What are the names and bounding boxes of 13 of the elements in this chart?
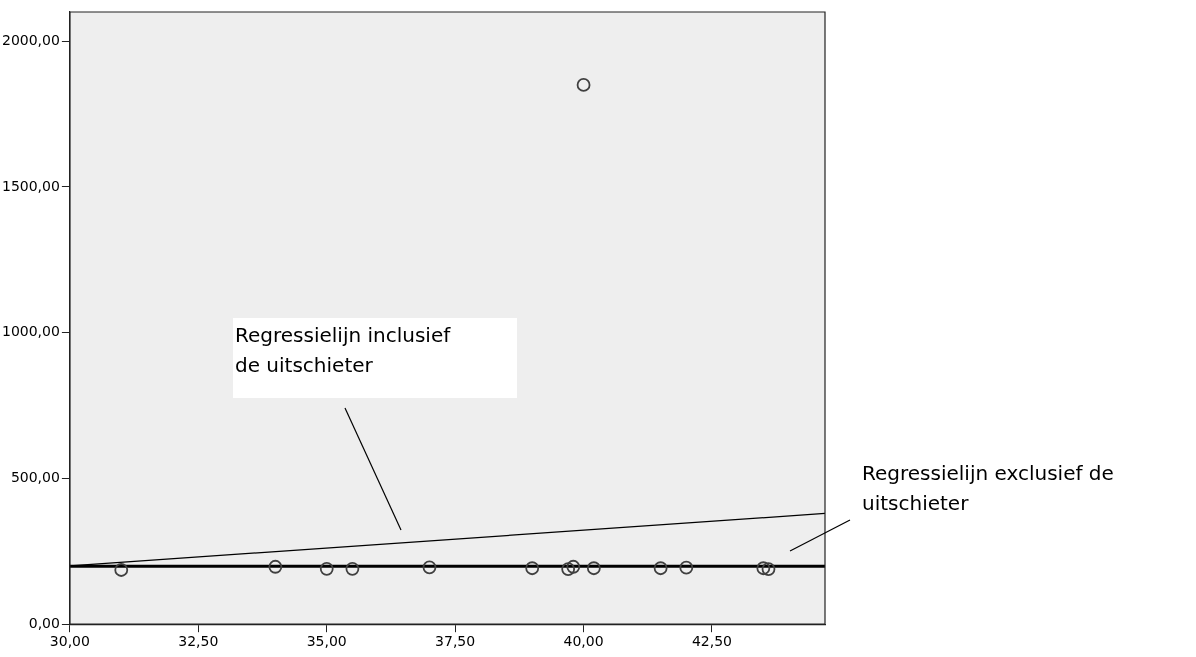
x-tick-label: 30,00	[49, 633, 90, 650]
x-tick-label: 35,00	[306, 633, 347, 650]
x-tick-label: 40,00	[563, 633, 604, 650]
y-tick-label: 2000,00	[1, 31, 60, 48]
y-tick-label: 500,00	[10, 469, 60, 486]
y-tick-label: 0,00	[28, 614, 60, 631]
x-tick-label: 42,50	[691, 633, 733, 650]
y-tick-label: 1000,00	[1, 323, 60, 340]
annotation: Regressielijn inclusief de uitschieter	[235, 322, 452, 379]
y-tick-label: 1500,00	[1, 177, 60, 194]
text: Regressielijn exclusief de uitschieter	[862, 460, 1115, 517]
x-tick-label: 32,50	[178, 633, 219, 650]
x-tick-label: 37,50	[435, 633, 476, 650]
